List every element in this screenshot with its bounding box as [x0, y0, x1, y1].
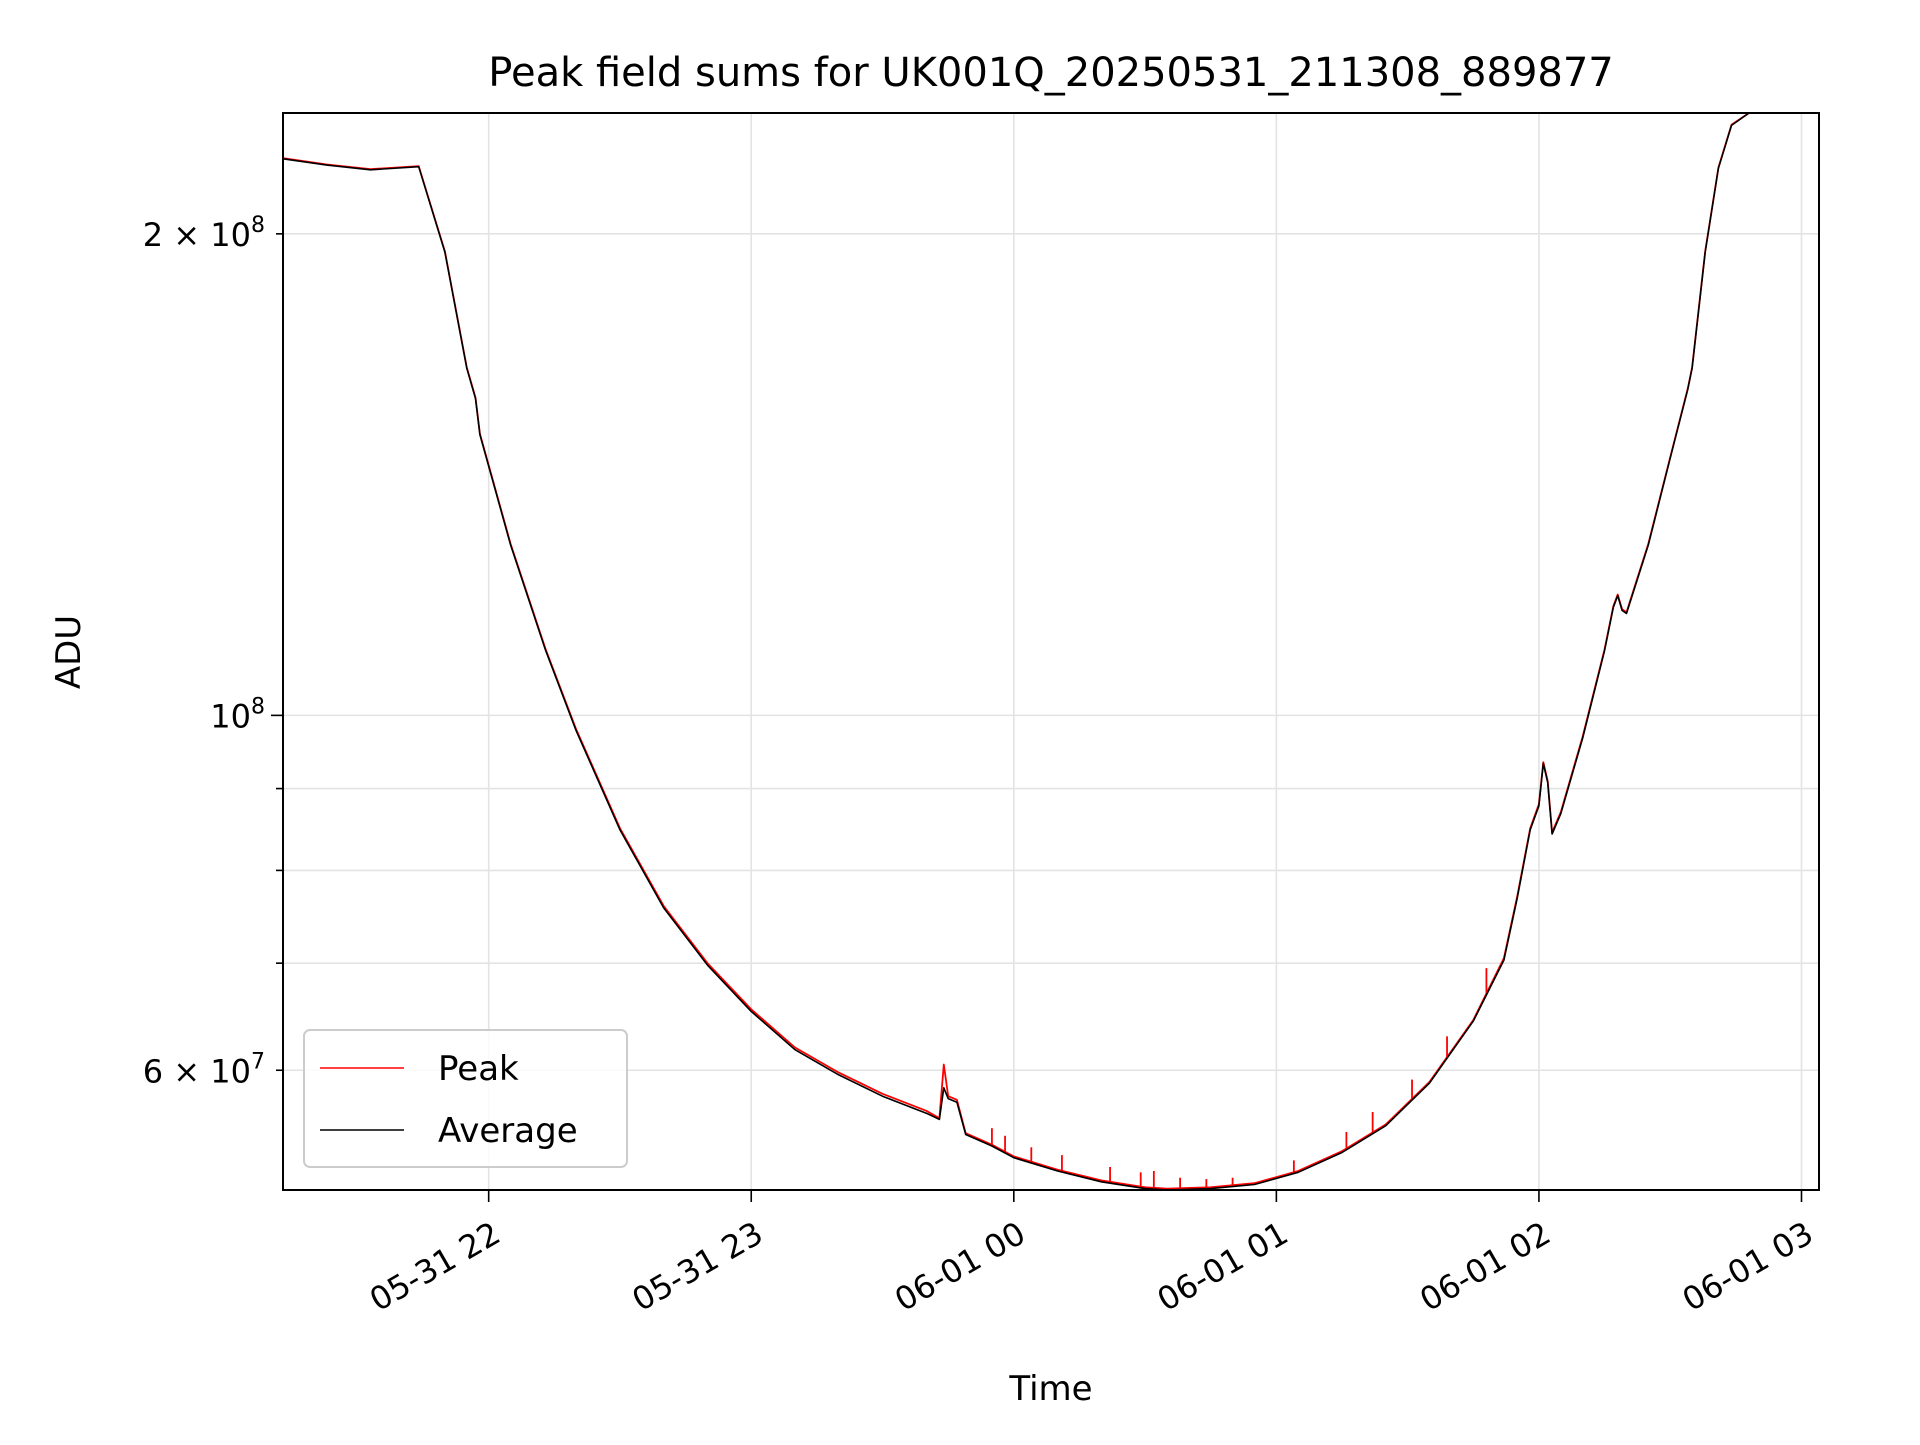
legend: Peak Average — [303, 1029, 628, 1168]
chart-title: Peak field sums for UK001Q_20250531_2113… — [488, 50, 1613, 96]
legend-average-label: Average — [438, 1111, 578, 1151]
x-axis-label: Time — [1008, 1369, 1092, 1409]
plot-frame — [282, 112, 1820, 1191]
y-tick-label: 6 × 107 — [143, 1049, 265, 1090]
grid-layer — [283, 113, 1819, 1190]
legend-peak-label: Peak — [438, 1049, 519, 1089]
y-tick-label: 108 — [210, 694, 265, 735]
y-axis-label: ADU — [49, 615, 89, 689]
y-tick-label: 2 × 108 — [143, 213, 265, 254]
legend-box — [303, 1029, 628, 1168]
